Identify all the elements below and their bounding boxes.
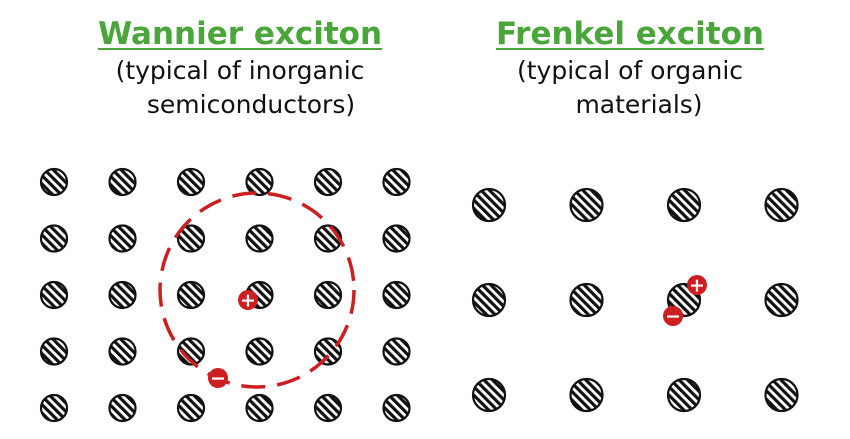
frenkel-atom-icon <box>666 187 702 223</box>
wannier-atom-icon <box>382 337 411 366</box>
wannier-atom-icon <box>39 393 69 423</box>
wannier-atom-icon <box>245 393 274 423</box>
exciton-radius-circle <box>158 191 356 389</box>
wannier-atom-icon <box>382 393 411 423</box>
wannier-atom-icon <box>245 224 274 253</box>
frenkel-electron-symbol: − <box>665 306 681 328</box>
wannier-atom-icon <box>313 393 343 423</box>
wannier-atom-icon <box>313 280 343 310</box>
wannier-atom-icon <box>176 224 206 253</box>
frenkel-electron-icon: − <box>663 306 683 328</box>
wannier-atom-icon <box>108 393 137 423</box>
wannier-hole-symbol: + <box>240 290 256 312</box>
frenkel-atom-icon <box>764 282 799 318</box>
frenkel-atom-icon <box>569 187 604 223</box>
wannier-atom-icon <box>39 167 69 197</box>
wannier-header: Wannier exciton (typical of inorganic se… <box>60 14 420 122</box>
frenkel-atom-icon <box>764 187 799 223</box>
wannier-atom-icon <box>313 337 343 366</box>
frenkel-atom-icon <box>569 282 604 318</box>
frenkel-atom-icon <box>471 187 507 223</box>
frenkel-hole-icon: + <box>687 275 707 297</box>
frenkel-atom-icon <box>569 377 604 413</box>
frenkel-header: Frenkel exciton (typical of organic mate… <box>450 14 810 122</box>
wannier-electron-icon: − <box>208 368 228 390</box>
frenkel-lattice <box>471 187 799 413</box>
frenkel-atom-icon <box>764 377 799 413</box>
wannier-hole-icon: + <box>238 290 258 312</box>
wannier-lattice <box>39 167 411 423</box>
frenkel-atom-icon <box>666 377 702 413</box>
wannier-atom-icon <box>382 224 411 253</box>
wannier-atom-icon <box>108 224 137 253</box>
wannier-atom-icon <box>176 167 206 197</box>
wannier-atom-icon <box>108 167 137 197</box>
wannier-atom-icon <box>313 224 343 253</box>
wannier-subtitle-line1: (typical of inorganic <box>115 56 365 85</box>
wannier-atom-icon <box>382 167 411 197</box>
wannier-subtitle-line2: semiconductors) <box>146 90 356 119</box>
frenkel-subtitle-line1: (typical of organic <box>516 56 744 85</box>
frenkel-subtitle-line2: materials) <box>575 90 703 119</box>
wannier-atom-icon <box>39 224 69 253</box>
frenkel-title: Frenkel exciton <box>495 16 764 52</box>
wannier-atom-icon <box>176 337 206 366</box>
wannier-atom-icon <box>176 393 206 423</box>
wannier-atom-icon <box>382 280 411 310</box>
frenkel-atom-icon <box>471 377 507 413</box>
wannier-electron-symbol: − <box>210 368 226 390</box>
wannier-atom-icon <box>39 280 69 310</box>
frenkel-hole-symbol: + <box>689 275 705 297</box>
wannier-atom-icon <box>108 280 137 310</box>
wannier-atom-icon <box>245 337 274 366</box>
wannier-atom-icon <box>313 167 343 197</box>
wannier-atom-icon <box>39 337 69 366</box>
wannier-atom-icon <box>176 280 206 310</box>
wannier-title: Wannier exciton <box>97 16 383 52</box>
wannier-atom-icon <box>108 337 137 366</box>
wannier-atom-icon <box>245 167 274 197</box>
frenkel-atom-icon <box>471 282 507 318</box>
